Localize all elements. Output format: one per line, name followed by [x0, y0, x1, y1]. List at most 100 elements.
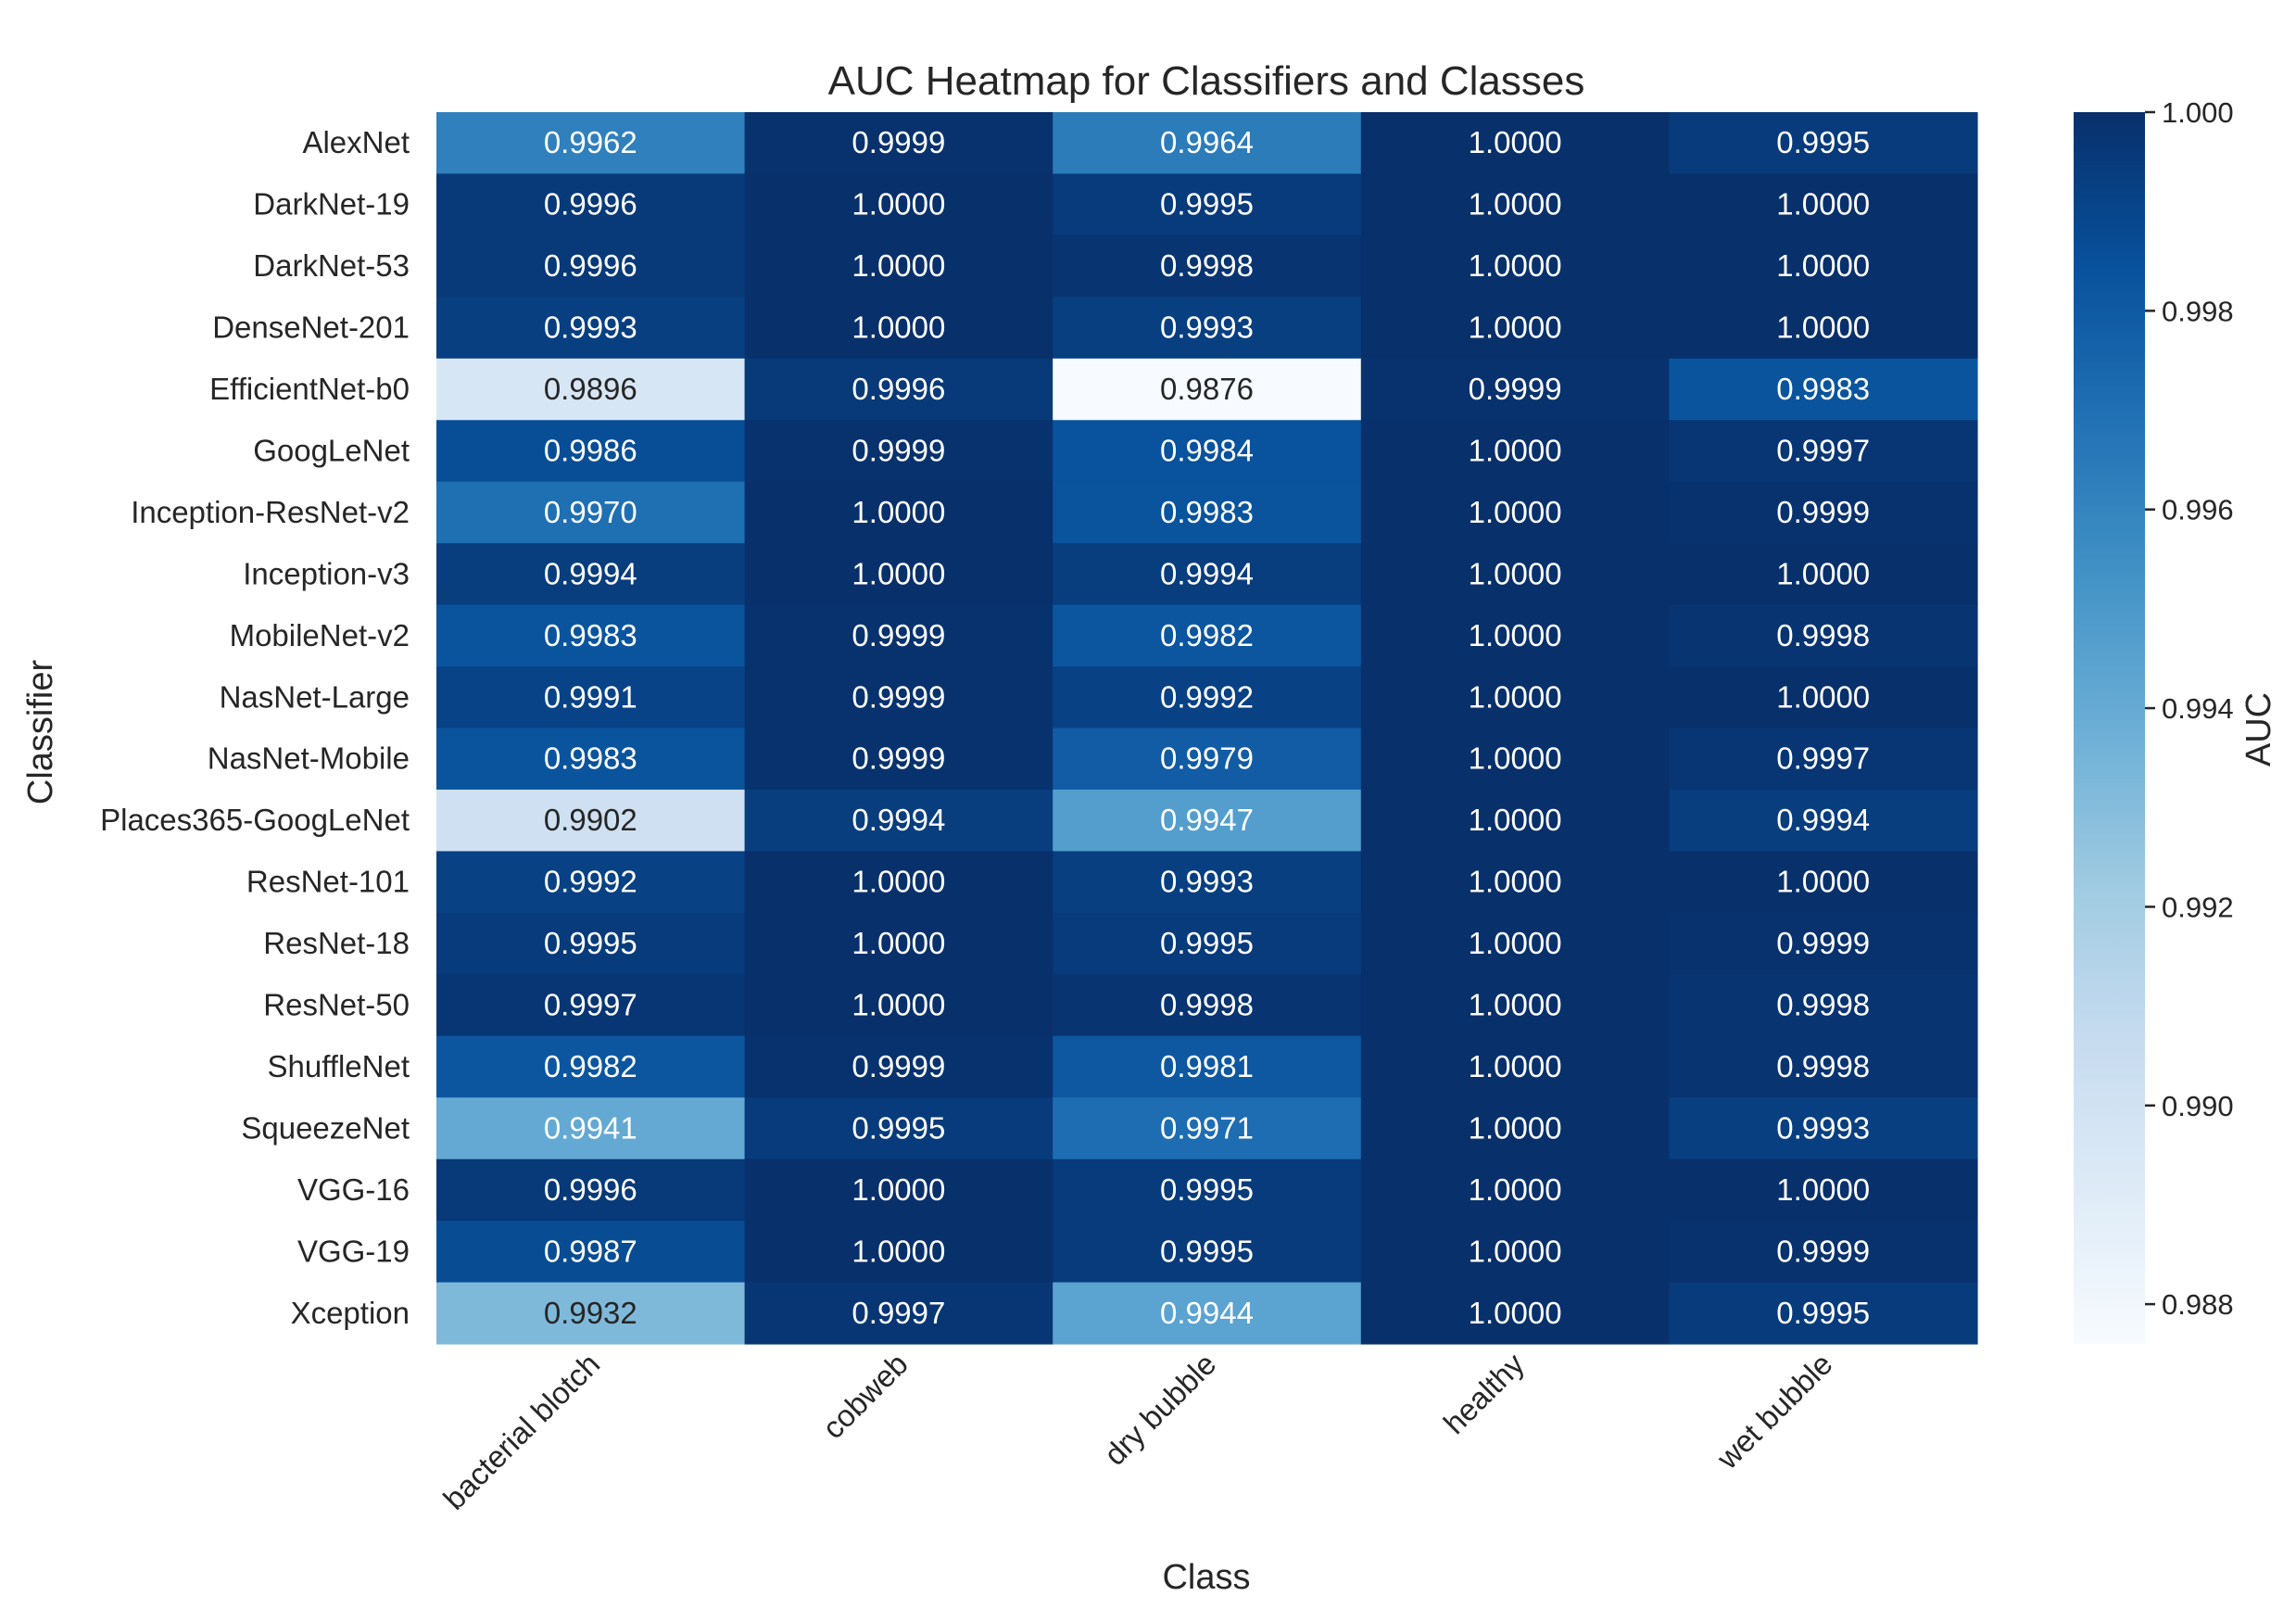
row-tick-label: Places365-GoogLeNet — [100, 803, 410, 837]
cell-value-label: 0.9932 — [544, 1296, 637, 1330]
heatmap-cell — [1669, 1035, 1978, 1098]
heatmap-cell — [744, 234, 1053, 298]
cell-value-label: 0.9995 — [1160, 926, 1254, 960]
colorbar-tick-label: 0.994 — [2162, 692, 2234, 725]
cell-value-label: 0.9999 — [852, 1049, 945, 1083]
heatmap-cell — [1053, 358, 1362, 421]
heatmap-cell — [1053, 974, 1362, 1037]
cell-value-label: 1.0000 — [852, 865, 945, 899]
cell-value-label: 0.9995 — [544, 926, 637, 960]
cell-value-label: 0.9999 — [852, 125, 945, 159]
column-tick-labels: bacterial blotch cobweb dry bubble healthy w… — [436, 1346, 1839, 1515]
heatmap-cell — [1360, 358, 1670, 421]
heatmap-cell — [744, 173, 1053, 236]
cell-value-label: 1.0000 — [1776, 679, 1870, 714]
heatmap-cell — [744, 1159, 1053, 1222]
heatmap-cell — [1053, 1035, 1362, 1098]
cell-value-label: 1.0000 — [1469, 741, 1562, 776]
heatmap-cell — [1360, 1097, 1670, 1160]
cell-value-label: 0.9995 — [1160, 1172, 1254, 1207]
heatmap-cell — [744, 851, 1053, 914]
y-axis-label: Classifier — [21, 660, 60, 805]
cell-value-label: 1.0000 — [1469, 1234, 1562, 1268]
heatmap-cell — [436, 1097, 746, 1160]
heatmap-cell — [1669, 604, 1978, 667]
heatmap-cell — [1053, 666, 1362, 729]
colorbar-tick-label: 0.998 — [2162, 295, 2234, 327]
heatmap-cell — [744, 789, 1053, 852]
cell-value-label: 1.0000 — [1469, 865, 1562, 899]
row-tick-label: ShuffleNet — [268, 1049, 410, 1083]
row-tick-label: GoogLeNet — [253, 433, 410, 467]
cell-value-label: 0.9996 — [544, 1172, 637, 1207]
cell-value-label: 0.9999 — [1776, 1234, 1870, 1268]
cell-value-label: 0.9987 — [544, 1234, 637, 1268]
row-tick-label: ResNet-50 — [263, 988, 410, 1022]
heatmap-cell — [1360, 1221, 1670, 1284]
heatmap-cell — [1053, 851, 1362, 914]
heatmap-cell — [1669, 666, 1978, 729]
row-tick-label: Xception — [291, 1296, 410, 1330]
heatmap-cell — [1360, 851, 1670, 914]
heatmap-cell — [1360, 789, 1670, 852]
heatmap-cell — [744, 1221, 1053, 1284]
cell-value-label: 1.0000 — [1469, 1296, 1562, 1330]
heatmap-cell — [1669, 1282, 1978, 1345]
cell-value-label: 1.0000 — [852, 556, 945, 590]
cell-value-label: 1.0000 — [852, 310, 945, 345]
cell-value-label: 0.9994 — [852, 803, 945, 837]
heatmap-cell — [436, 297, 746, 360]
heatmap-cell — [1360, 173, 1670, 236]
cell-value-label: 1.0000 — [1469, 556, 1562, 590]
cell-value-label: 1.0000 — [1469, 433, 1562, 467]
heatmap-cell — [436, 420, 746, 483]
cell-value-label: 0.9997 — [544, 988, 637, 1022]
row-tick-label: Inception-ResNet-v2 — [131, 495, 410, 529]
heatmap-cell — [1053, 912, 1362, 975]
cell-value-label: 0.9896 — [544, 372, 637, 406]
column-tick-label: bacterial blotch — [436, 1347, 606, 1516]
cell-value-label: 0.9994 — [544, 556, 637, 590]
heatmap-cell — [1360, 1159, 1670, 1222]
heatmap-cell — [436, 728, 746, 791]
cell-value-label: 0.9998 — [1776, 618, 1870, 652]
cell-value-label: 0.9999 — [852, 433, 945, 467]
heatmap-cell — [1360, 1035, 1670, 1098]
row-tick-label: NasNet-Large — [220, 679, 410, 714]
heatmap-cell — [1360, 1282, 1670, 1345]
heatmap-cell — [744, 1097, 1053, 1160]
cell-value-label: 0.9996 — [544, 187, 637, 222]
heatmap-cell — [1360, 728, 1670, 791]
cell-value-label: 1.0000 — [1469, 1049, 1562, 1083]
heatmap-cell — [1669, 543, 1978, 606]
heatmap-cell — [1669, 851, 1978, 914]
cell-value-label: 0.9998 — [1160, 988, 1254, 1022]
cell-value-label: 0.9971 — [1160, 1110, 1254, 1145]
cell-value-label: 0.9983 — [544, 741, 637, 776]
heatmap-cell — [1669, 1221, 1978, 1284]
heatmap-cell — [1053, 728, 1362, 791]
heatmap-cell — [1669, 173, 1978, 236]
colorbar-tick-label: 0.988 — [2162, 1288, 2234, 1321]
heatmap-cell — [1669, 974, 1978, 1037]
heatmap-cells: 0.9962 0.9999 0.9964 1.0000 0.9995 0.9996 1.00… — [436, 112, 1978, 1345]
heatmap-cell — [436, 974, 746, 1037]
cell-value-label: 0.9991 — [544, 679, 637, 714]
heatmap-cell — [1669, 1097, 1978, 1160]
cell-value-label: 0.9981 — [1160, 1049, 1254, 1083]
cell-value-label: 1.0000 — [852, 1172, 945, 1207]
heatmap-cell — [1669, 728, 1978, 791]
cell-value-label: 1.0000 — [1469, 988, 1562, 1022]
heatmap-cell — [436, 173, 746, 236]
cell-value-label: 1.0000 — [852, 248, 945, 283]
heatmap-cell — [1669, 358, 1978, 421]
cell-value-label: 0.9993 — [1160, 865, 1254, 899]
heatmap-cell — [1669, 420, 1978, 483]
heatmap-cell — [436, 1035, 746, 1098]
cell-value-label: 0.9992 — [544, 865, 637, 899]
heatmap-cell — [1360, 912, 1670, 975]
heatmap-cell — [436, 112, 746, 175]
heatmap-cell — [744, 297, 1053, 360]
heatmap-cell — [1360, 420, 1670, 483]
